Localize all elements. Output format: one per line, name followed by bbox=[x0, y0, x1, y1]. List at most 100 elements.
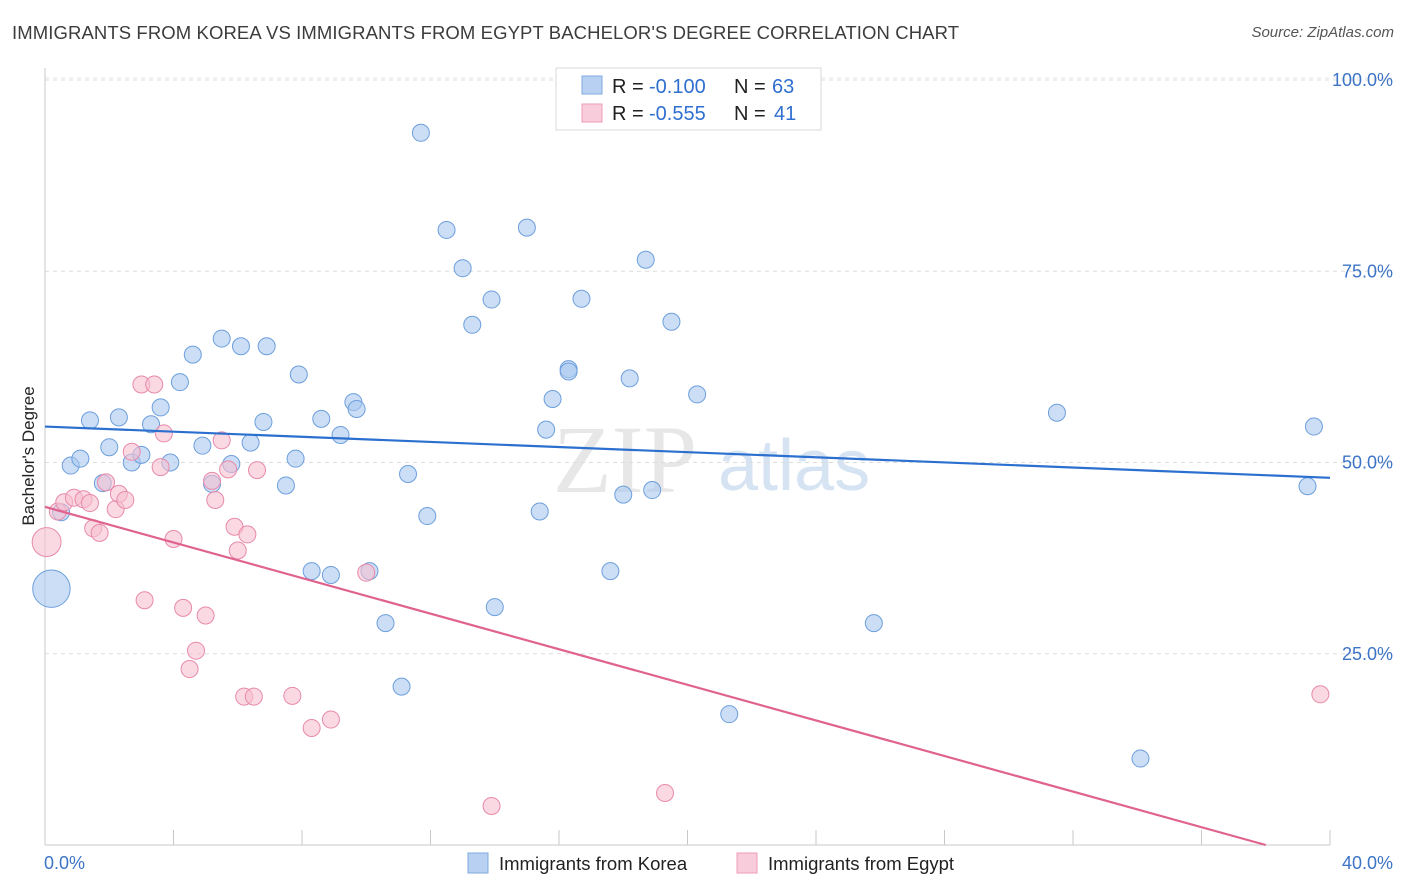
y-tick-label-75: 75.0% bbox=[1342, 261, 1393, 281]
point-korea-48 bbox=[559, 362, 578, 381]
top-legend: R = -0.100 N = 63 R = -0.555 N = 41 bbox=[555, 67, 822, 131]
bottom-legend-swatch-egypt bbox=[736, 852, 758, 874]
point-egypt-36 bbox=[357, 563, 376, 582]
y-tick-label-50: 50.0% bbox=[1342, 453, 1393, 473]
legend-n-label-egypt: N = bbox=[734, 103, 766, 125]
source-credit: Source: ZipAtlas.com bbox=[1251, 24, 1394, 41]
trend-lines bbox=[44, 425, 1331, 847]
point-korea-7 bbox=[109, 408, 128, 427]
bottom-legend-label-egypt: Immigrants from Egypt bbox=[768, 853, 954, 874]
point-egypt-22 bbox=[196, 606, 215, 625]
chart-title: IMMIGRANTS FROM KOREA VS IMMIGRANTS FROM… bbox=[12, 22, 960, 43]
point-egypt-23 bbox=[203, 471, 222, 490]
y-tick-label-25: 25.0% bbox=[1342, 644, 1393, 664]
point-korea-17 bbox=[212, 329, 231, 348]
point-egypt-8 bbox=[97, 473, 116, 492]
point-korea-58 bbox=[864, 614, 883, 633]
point-korea-27 bbox=[312, 409, 331, 428]
trendline-korea bbox=[44, 425, 1331, 479]
point-korea-10 bbox=[142, 415, 161, 434]
point-korea-21 bbox=[254, 412, 273, 431]
point-korea-0 bbox=[32, 569, 71, 608]
point-korea-49 bbox=[572, 289, 591, 308]
point-korea-24 bbox=[286, 449, 305, 468]
point-egypt-25 bbox=[212, 431, 231, 450]
point-korea-26 bbox=[302, 562, 321, 581]
legend-swatch-korea bbox=[581, 75, 603, 95]
point-egypt-19 bbox=[174, 598, 193, 617]
point-egypt-20 bbox=[180, 660, 199, 679]
legend-r-value-egypt: -0.555 bbox=[649, 103, 706, 125]
point-korea-36 bbox=[411, 123, 430, 142]
point-korea-15 bbox=[193, 436, 212, 455]
point-egypt-11 bbox=[116, 490, 135, 509]
point-korea-46 bbox=[543, 390, 562, 409]
point-korea-6 bbox=[100, 438, 119, 457]
point-korea-59 bbox=[1047, 403, 1066, 422]
legend-n-label-korea: N = bbox=[734, 76, 766, 98]
bottom-legend-label-korea: Immigrants from Korea bbox=[499, 853, 688, 874]
point-korea-35 bbox=[399, 464, 418, 483]
point-korea-20 bbox=[241, 433, 260, 452]
point-egypt-0 bbox=[31, 527, 62, 558]
bottom-legend-swatch-korea bbox=[467, 852, 489, 874]
point-egypt-39 bbox=[1311, 685, 1330, 704]
legend-n-value-egypt: 41 bbox=[774, 103, 796, 125]
y-tick-labels: 25.0% 50.0% 75.0% 100.0% bbox=[1332, 70, 1393, 664]
point-korea-57 bbox=[720, 705, 739, 724]
point-korea-55 bbox=[662, 312, 681, 331]
legend-r-label-korea: R = bbox=[612, 76, 644, 98]
point-korea-22 bbox=[257, 337, 276, 356]
bottom-legend: Immigrants from Korea Immigrants from Eg… bbox=[467, 852, 954, 874]
point-korea-3 bbox=[71, 449, 90, 468]
x-tick-label-max: 40.0% bbox=[1342, 853, 1393, 873]
point-egypt-12 bbox=[122, 442, 141, 461]
grid-lines bbox=[45, 77, 1392, 655]
point-korea-44 bbox=[530, 502, 549, 521]
point-korea-51 bbox=[614, 485, 633, 504]
point-korea-53 bbox=[636, 250, 655, 269]
point-korea-33 bbox=[376, 614, 395, 633]
point-korea-54 bbox=[643, 481, 662, 500]
point-egypt-35 bbox=[321, 710, 340, 729]
point-egypt-33 bbox=[283, 686, 302, 705]
x-tick-marks bbox=[44, 830, 1331, 845]
trendline-egypt bbox=[44, 505, 1267, 847]
point-egypt-5 bbox=[80, 494, 99, 513]
point-korea-40 bbox=[463, 315, 482, 334]
legend-swatch-egypt bbox=[581, 103, 603, 123]
point-korea-29 bbox=[331, 425, 350, 444]
y-tick-label-100: 100.0% bbox=[1332, 70, 1393, 90]
point-egypt-32 bbox=[248, 461, 267, 480]
point-korea-56 bbox=[688, 385, 707, 404]
point-korea-34 bbox=[392, 677, 411, 696]
point-korea-31 bbox=[347, 399, 366, 418]
legend-r-label-egypt: R = bbox=[612, 103, 644, 125]
point-egypt-16 bbox=[151, 458, 170, 477]
point-egypt-38 bbox=[656, 783, 675, 802]
point-egypt-7 bbox=[90, 523, 109, 542]
point-korea-60 bbox=[1131, 749, 1150, 768]
point-korea-62 bbox=[1304, 417, 1323, 436]
point-egypt-31 bbox=[244, 687, 263, 706]
series-korea-points bbox=[32, 123, 1323, 768]
point-korea-43 bbox=[517, 218, 536, 237]
point-korea-45 bbox=[537, 420, 556, 439]
point-egypt-37 bbox=[482, 796, 501, 815]
legend-n-value-korea: 63 bbox=[772, 76, 794, 98]
series-egypt-points bbox=[31, 375, 1330, 815]
point-korea-39 bbox=[453, 259, 472, 278]
point-korea-38 bbox=[437, 220, 456, 239]
point-egypt-30 bbox=[238, 525, 257, 544]
point-korea-50 bbox=[601, 562, 620, 581]
point-korea-61 bbox=[1298, 477, 1317, 496]
legend-r-value-korea: -0.100 bbox=[649, 76, 706, 98]
point-egypt-17 bbox=[154, 424, 173, 443]
point-korea-28 bbox=[321, 565, 340, 584]
point-korea-42 bbox=[485, 598, 504, 617]
watermark-atlas: atlas bbox=[718, 426, 870, 506]
y-axis-label: Bachelor's Degree bbox=[19, 386, 38, 525]
point-egypt-34 bbox=[302, 718, 321, 737]
point-korea-19 bbox=[231, 337, 250, 356]
